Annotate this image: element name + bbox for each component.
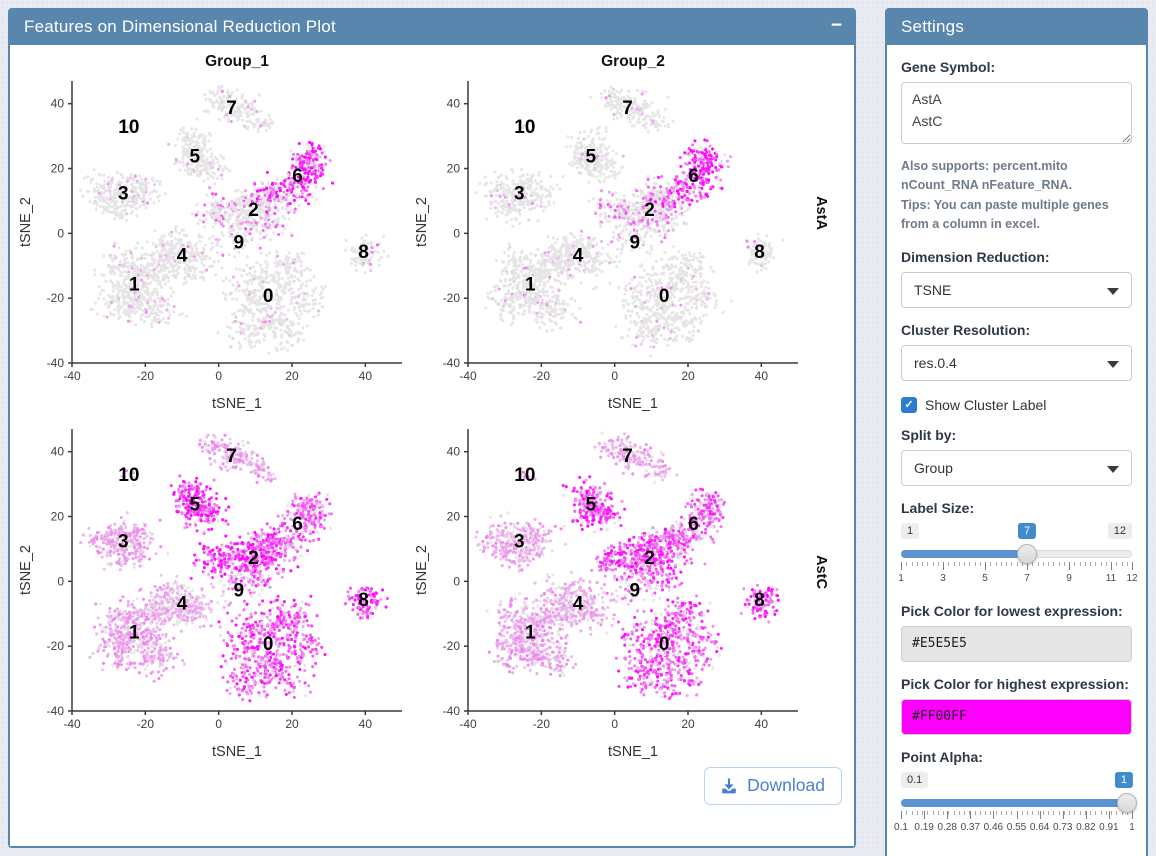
settings-panel: Settings Gene Symbol: AstA AstC Also sup… — [885, 8, 1148, 856]
low-color-input[interactable]: #E5E5E5 — [901, 625, 1132, 662]
split-by-select[interactable]: Group — [901, 449, 1132, 486]
download-button-label: Download — [747, 775, 825, 795]
show-cluster-label-text: Show Cluster Label — [925, 396, 1047, 413]
facet-row-astc: AstC — [16, 423, 852, 761]
facet-strip-astc: AstC — [808, 423, 834, 761]
high-color-input[interactable]: #FF00FF — [901, 698, 1132, 735]
download-button[interactable]: Download — [704, 767, 842, 805]
gene-help-line1: Also supports: percent.mito nCount_RNA n… — [901, 159, 1073, 193]
facet-title-group1: Group_1 — [205, 53, 269, 70]
tsne-plot-group1-asta — [16, 75, 412, 413]
cluster-resolution-value: res.0.4 — [914, 354, 957, 371]
dimension-reduction-select[interactable]: TSNE — [901, 271, 1132, 308]
facet-strip-asta: AstA — [808, 53, 834, 413]
cluster-resolution-select[interactable]: res.0.4 — [901, 344, 1132, 381]
plot-cell-group2-asta: Group_2 — [412, 53, 808, 413]
slider-grid: 0.1 0.19 0.28 0.37 0.46 0.55 0.64 0.73 0.82 0.91 1 — [894, 810, 1135, 837]
cluster-resolution-label: Cluster Resolution: — [901, 321, 1031, 338]
download-row: Download — [16, 761, 852, 805]
chevron-down-icon — [1107, 465, 1119, 473]
slider-min-label: 0.1 — [901, 771, 929, 788]
settings-title: Settings — [901, 17, 965, 36]
plot-panel: Features on Dimensional Reduction Plot −… — [8, 8, 856, 848]
split-by-label: Split by: — [901, 426, 957, 443]
plot-cell-group1-astc — [16, 423, 412, 761]
slider-value-badge: 1 — [1114, 771, 1133, 788]
slider-handle[interactable] — [1017, 543, 1037, 564]
tsne-plot-group2-astc — [412, 423, 808, 761]
settings-header: Settings — [887, 10, 1146, 45]
slider-max-label: 12 — [1107, 522, 1132, 539]
facet-title-group2: Group_2 — [601, 53, 665, 70]
download-icon — [722, 778, 737, 793]
slider-fill — [901, 798, 1132, 807]
facet-strip-asta-label: AstA — [813, 196, 829, 230]
plot-cell-group2-astc — [412, 423, 808, 761]
slider-min-label: 1 — [901, 522, 920, 539]
label-size-slider[interactable]: 1 12 1 3 5 7 9 11 12 7 — [898, 522, 1138, 589]
facet-strip-astc-label: AstC — [813, 555, 829, 589]
low-color-value: #E5E5E5 — [912, 636, 967, 651]
plot-area: Group_1 Group_2 AstA — [10, 45, 854, 846]
slider-grid: 1 3 5 7 9 11 12 — [898, 561, 1138, 588]
slider-value-badge: 7 — [1017, 522, 1037, 539]
slider-handle[interactable] — [1117, 792, 1138, 813]
point-alpha-label: Point Alpha: — [901, 748, 983, 765]
split-by-value: Group — [914, 459, 953, 476]
show-cluster-label-checkbox[interactable]: ✓ Show Cluster Label — [901, 396, 1132, 413]
label-size-label: Label Size: — [901, 499, 975, 516]
chevron-down-icon — [1107, 360, 1119, 368]
point-alpha-slider[interactable]: 0.1 1 0.10.190.280.370.460.550.640.730.820… — [894, 771, 1138, 838]
slider-fill — [901, 549, 1027, 558]
dimension-reduction-label: Dimension Reduction: — [901, 248, 1050, 265]
gene-help-line2: Tips: You can paste multiple genes from … — [901, 197, 1109, 232]
checkbox-check-icon: ✓ — [901, 396, 917, 413]
tsne-plot-group1-astc — [16, 423, 412, 761]
dimension-reduction-value: TSNE — [914, 281, 952, 298]
high-color-value: #FF00FF — [912, 709, 967, 724]
tsne-plot-group2-asta — [412, 75, 808, 413]
low-color-label: Pick Color for lowest expression: — [901, 602, 1123, 619]
minimize-button[interactable]: − — [830, 15, 842, 36]
settings-body: Gene Symbol: AstA AstC Also supports: pe… — [887, 45, 1146, 856]
plot-panel-header: Features on Dimensional Reduction Plot − — [10, 10, 854, 45]
high-color-label: Pick Color for highest expression: — [901, 675, 1129, 692]
gene-symbol-input[interactable]: AstA AstC — [901, 82, 1132, 144]
facet-row-asta: Group_1 Group_2 AstA — [16, 53, 852, 413]
chevron-down-icon — [1107, 287, 1119, 295]
gene-symbol-label: Gene Symbol: — [901, 59, 996, 75]
plot-cell-group1-asta: Group_1 — [16, 53, 412, 413]
gene-help-text: Also supports: percent.mito nCount_RNA n… — [901, 157, 1132, 235]
plot-panel-title: Features on Dimensional Reduction Plot — [24, 17, 336, 36]
